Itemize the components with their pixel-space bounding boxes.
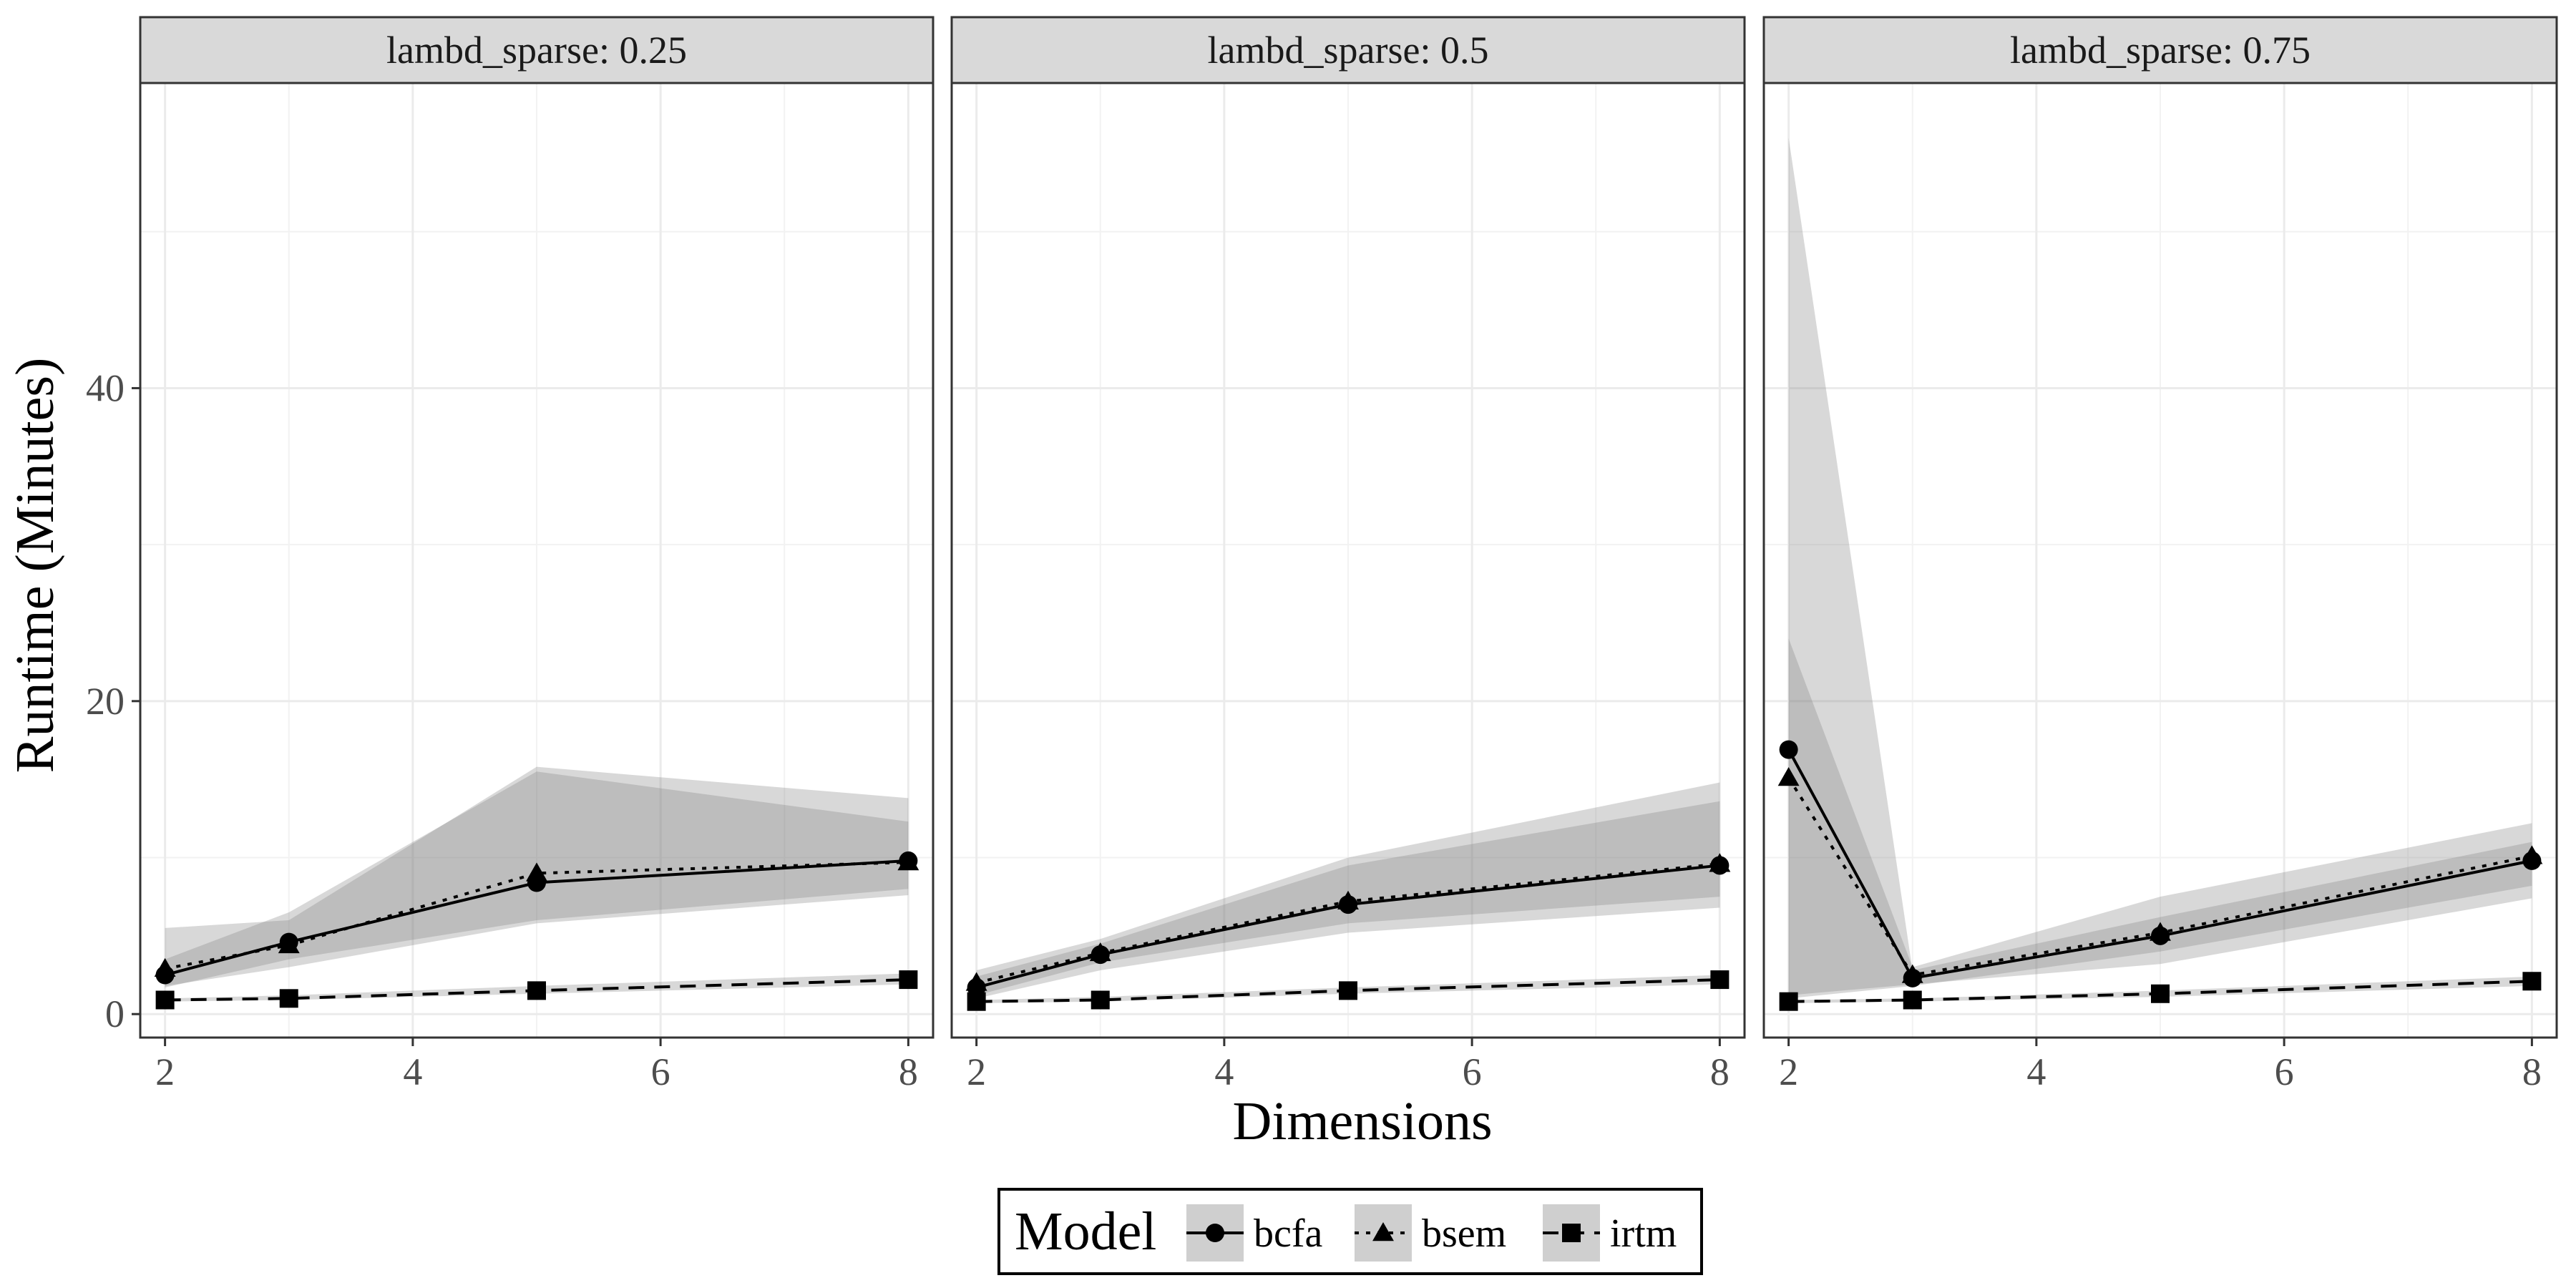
x-tick-label: 8 [2522, 1050, 2542, 1093]
point-bsem [2521, 845, 2543, 864]
series-line-bsem [165, 861, 909, 970]
series-line-bcfa [1787, 748, 2532, 980]
point-bsem [526, 862, 547, 882]
x-tick-label: 4 [2026, 1050, 2046, 1093]
legend-marker-bcfa [1206, 1224, 1224, 1242]
legend-marker-bsem [1372, 1222, 1394, 1241]
point-bsem [1901, 964, 1923, 983]
facet-strip-label: lambd_sparse: 0.75 [2010, 29, 2311, 72]
point-bsem [154, 957, 176, 977]
series-line-bcfa [165, 859, 909, 977]
point-irtm [2522, 972, 2542, 991]
x-tick-label: 2 [1779, 1050, 1798, 1093]
point-irtm [1710, 970, 1729, 990]
x-tick-label: 2 [155, 1050, 175, 1093]
series-line-bcfa [976, 864, 1720, 989]
point-irtm [1779, 992, 1798, 1011]
panel-border [139, 82, 935, 1039]
ribbon-irtm [1788, 976, 2532, 1003]
x-tick-label: 6 [2275, 1050, 2294, 1093]
x-axis-title: Dimensions [1232, 1091, 1492, 1151]
x-tick-label: 2 [967, 1050, 986, 1093]
point-bcfa [1779, 740, 1798, 759]
point-irtm [527, 981, 546, 1000]
legend-entry-bcfa: bcfa [1186, 1204, 1323, 1262]
point-irtm [1903, 990, 1922, 1010]
point-irtm [967, 992, 986, 1011]
facet-panel-3: lambd_sparse: 0.75 2 4 6 8 [1762, 16, 2558, 1093]
x-tick-label: 6 [1463, 1050, 1482, 1093]
y-tick-label: 20 [86, 680, 125, 723]
legend-title: Model [1015, 1201, 1156, 1262]
x-tick-label: 8 [899, 1050, 918, 1093]
legend-marker-irtm [1562, 1224, 1581, 1242]
x-tick-label: 4 [1214, 1050, 1234, 1093]
panels-layer: lambd_sparse: 0.252 4 6 802040lambd_sparse:… [86, 16, 2558, 1093]
panel-border [950, 82, 1746, 1039]
facet-strip-label: lambd_sparse: 0.5 [1208, 29, 1489, 72]
point-bsem [1089, 942, 1111, 962]
point-bsem [278, 935, 300, 954]
series-line-irtm [165, 978, 909, 1002]
point-bsem [1337, 890, 1359, 909]
facet-strip [950, 16, 1746, 84]
point-irtm [279, 989, 298, 1008]
x-tick-label: 4 [403, 1050, 422, 1093]
point-irtm [899, 970, 918, 990]
facet-strip [1762, 16, 2558, 84]
ribbon-bcfa [1788, 137, 2532, 999]
legend: Model bcfa bsem irtm [997, 1188, 1703, 1275]
series-line-bsem [976, 862, 1720, 985]
point-irtm [155, 990, 175, 1010]
series-line-irtm [1788, 980, 2532, 1003]
facet-strip-label: lambd_sparse: 0.25 [386, 29, 687, 72]
legend-label-irtm: irtm [1610, 1211, 1677, 1256]
facet-panel-1: lambd_sparse: 0.25 2 4 6 8 0 20 40 [86, 16, 935, 1093]
point-irtm [1339, 981, 1357, 1000]
y-tick-label: 0 [105, 992, 125, 1035]
point-bsem [897, 852, 919, 871]
ribbon-bsem [1788, 638, 2532, 995]
series-line-irtm [976, 978, 1720, 1003]
legend-entry-irtm: irtm [1543, 1204, 1677, 1262]
y-axis-title: Runtime (Minutes) [5, 358, 65, 774]
point-bsem [2150, 922, 2171, 941]
series-line-bsem [1787, 776, 2532, 977]
facet-strip [139, 16, 935, 84]
point-bsem [1709, 853, 1731, 872]
point-bsem [965, 972, 987, 991]
y-tick-label: 40 [86, 366, 125, 409]
legend-label-bsem: bsem [1422, 1211, 1506, 1256]
point-irtm [1091, 990, 1110, 1010]
x-tick-label: 8 [1710, 1050, 1729, 1093]
ribbon-bsem [976, 782, 1720, 999]
facet-panel-2: lambd_sparse: 0.5 2 4 6 8 [950, 16, 1746, 1093]
point-bsem [1777, 767, 1800, 786]
legend-label-bcfa: bcfa [1254, 1211, 1323, 1256]
point-irtm [2151, 984, 2170, 1003]
panel-border [1762, 82, 2558, 1039]
legend-entries: bcfa bsem irtm [1186, 1204, 1677, 1262]
x-tick-label: 6 [651, 1050, 670, 1093]
legend-entry-bsem: bsem [1355, 1204, 1506, 1262]
